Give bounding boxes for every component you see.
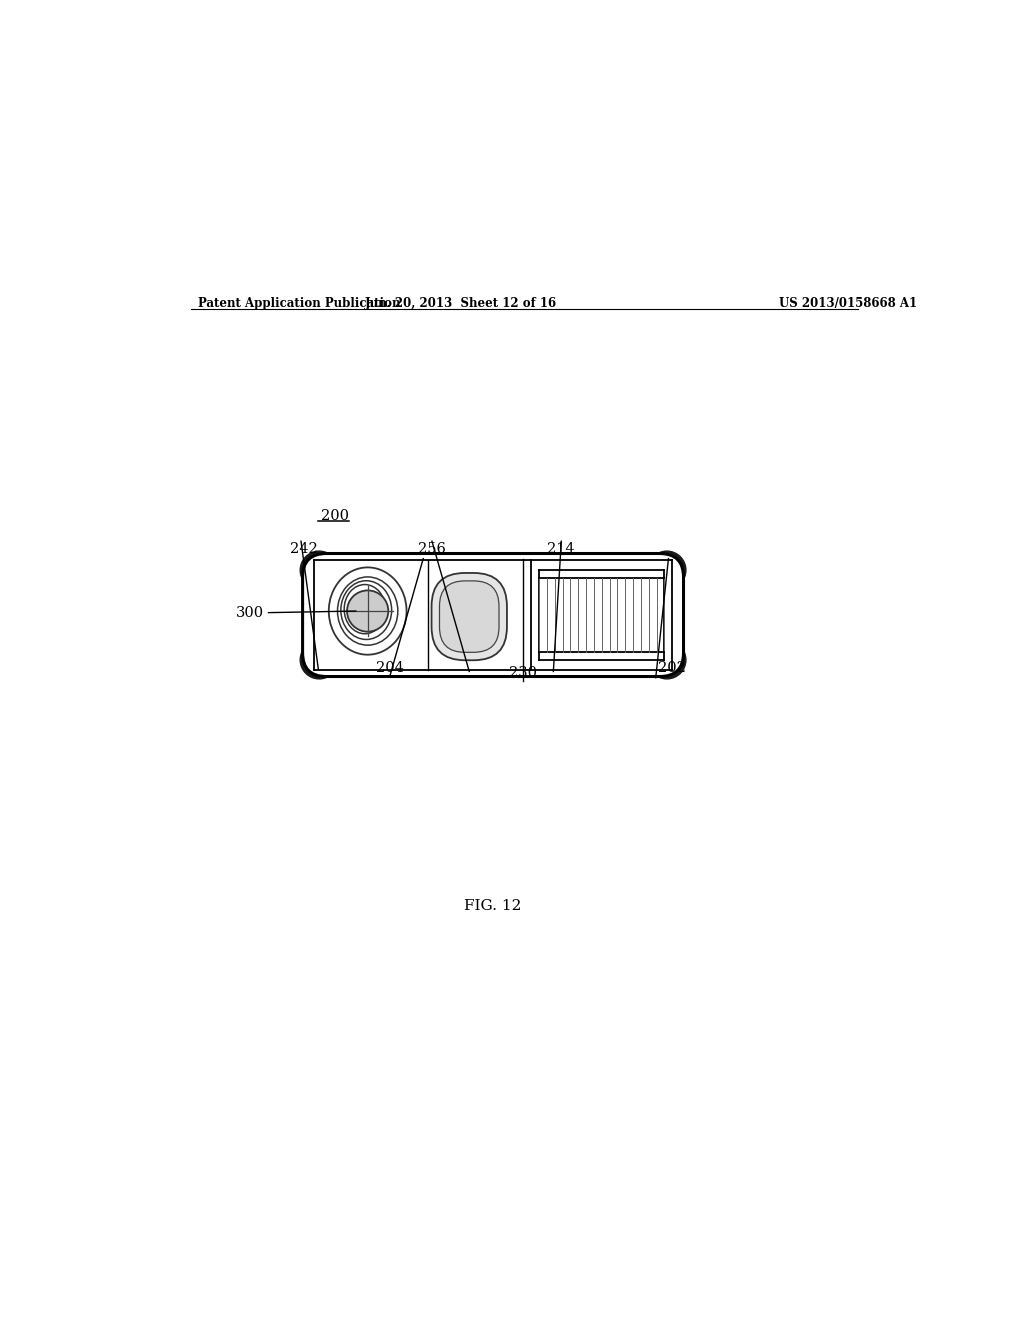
Ellipse shape bbox=[344, 585, 385, 634]
Circle shape bbox=[648, 552, 686, 589]
Text: Patent Application Publication: Patent Application Publication bbox=[198, 297, 400, 310]
Text: 242: 242 bbox=[291, 543, 318, 556]
FancyBboxPatch shape bbox=[439, 581, 499, 652]
Text: 300: 300 bbox=[237, 606, 264, 619]
Ellipse shape bbox=[329, 568, 407, 655]
Text: 256: 256 bbox=[418, 543, 445, 556]
Text: 214: 214 bbox=[548, 543, 575, 556]
FancyBboxPatch shape bbox=[431, 573, 507, 660]
Circle shape bbox=[300, 640, 338, 678]
Text: US 2013/0158668 A1: US 2013/0158668 A1 bbox=[778, 297, 916, 310]
Text: 202: 202 bbox=[657, 661, 685, 676]
Circle shape bbox=[300, 552, 338, 589]
FancyBboxPatch shape bbox=[303, 553, 684, 677]
Text: Jun. 20, 2013  Sheet 12 of 16: Jun. 20, 2013 Sheet 12 of 16 bbox=[366, 297, 557, 310]
Text: 200: 200 bbox=[321, 508, 349, 523]
Ellipse shape bbox=[338, 577, 397, 645]
Text: FIG. 12: FIG. 12 bbox=[464, 899, 522, 913]
Text: 204: 204 bbox=[376, 661, 403, 676]
Circle shape bbox=[648, 640, 686, 678]
Circle shape bbox=[347, 590, 388, 632]
Ellipse shape bbox=[341, 581, 391, 639]
Text: 230: 230 bbox=[509, 667, 538, 680]
